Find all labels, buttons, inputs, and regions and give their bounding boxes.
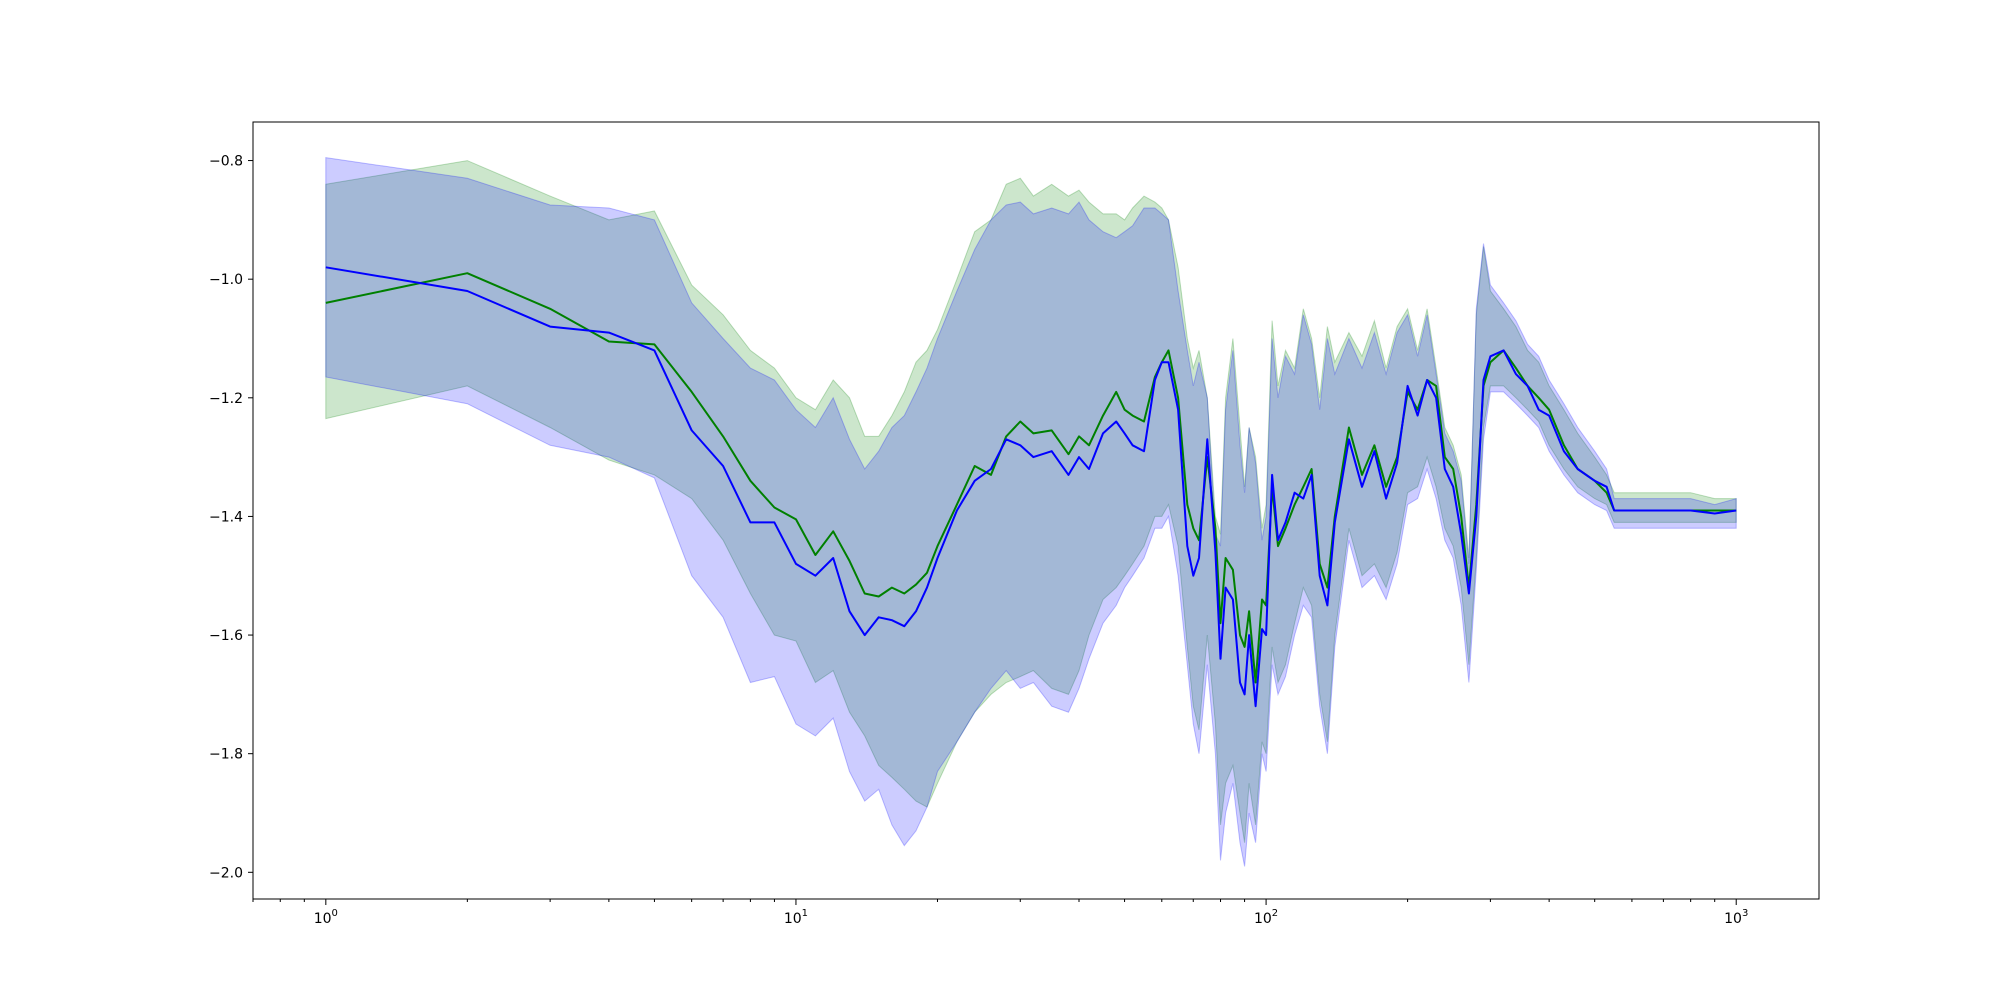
x-tick-base: 10 — [784, 911, 802, 927]
plot-frame — [252, 121, 1820, 900]
y-tick-label: −0.8 — [209, 154, 243, 170]
y-tick-label: −1.4 — [209, 509, 243, 525]
y-tick-label: −1.8 — [209, 747, 243, 763]
series-2-line — [325, 266, 1737, 708]
x-tick-label: 100 — [314, 908, 338, 927]
confidence-bands — [325, 157, 1737, 867]
series-1-band — [325, 160, 1737, 843]
series-1-line — [325, 272, 1737, 684]
x-tick-exponent: 2 — [1272, 908, 1278, 919]
y-tick-label: −1.0 — [209, 272, 243, 288]
series-lines — [325, 266, 1737, 708]
y-tick-label: −1.6 — [209, 628, 243, 644]
x-tick-exponent: 3 — [1742, 908, 1748, 919]
x-tick-base: 10 — [1254, 911, 1272, 927]
y-tick-label: −1.2 — [209, 391, 243, 407]
x-tick-label: 103 — [1724, 908, 1748, 927]
x-tick-label: 102 — [1254, 908, 1278, 927]
x-tick-exponent: 0 — [332, 908, 338, 919]
x-tick-exponent: 1 — [802, 908, 808, 919]
series-2-band — [325, 157, 1737, 867]
x-tick-base: 10 — [1724, 911, 1742, 927]
x-tick-base: 10 — [314, 911, 332, 927]
x-axis: 100 101 102 103 — [252, 899, 1748, 927]
x-tick-label: 101 — [784, 908, 808, 927]
y-tick-label: −2.0 — [209, 865, 243, 881]
y-axis: −0.8 −1.0 −1.2 −1.4 −1.6 −1.8 −2.0 — [209, 154, 253, 881]
